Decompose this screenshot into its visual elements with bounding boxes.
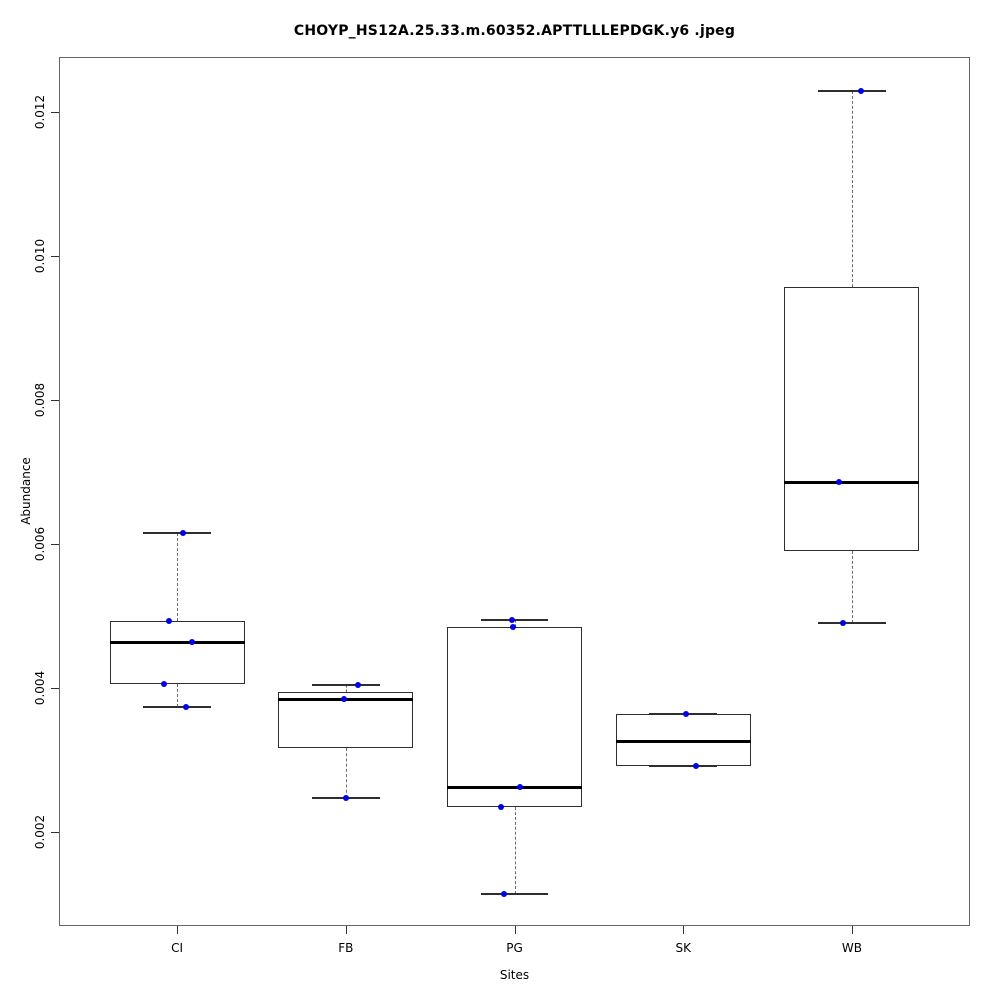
lower-whisker-cap (143, 705, 211, 708)
data-point-fb (340, 695, 347, 702)
data-point-ci (161, 680, 168, 687)
data-point-fb (354, 682, 361, 689)
box-ci (109, 621, 245, 684)
upper-whisker-line (514, 620, 516, 627)
data-point-ci (166, 618, 173, 625)
x-tick-label: CI (171, 941, 184, 955)
data-point-pg (497, 803, 504, 810)
x-tick-mark (851, 926, 853, 934)
data-point-ci (183, 703, 190, 710)
x-tick-mark (345, 926, 347, 934)
y-tick-label: 0.002 (33, 814, 47, 850)
chart-title: CHOYP_HS12A.25.33.m.60352.APTTLLLEPDGK.y… (293, 23, 736, 39)
data-point-wb (839, 620, 846, 627)
data-point-ci (189, 638, 196, 645)
y-tick-mark (51, 112, 59, 113)
data-point-ci (180, 530, 187, 537)
lower-whisker-cap (480, 892, 549, 895)
data-point-sk (683, 710, 690, 717)
y-tick-label: 0.006 (33, 526, 47, 562)
x-tick-label: SK (675, 941, 691, 955)
y-tick-mark (51, 543, 59, 545)
y-tick-label: 0.010 (33, 238, 47, 274)
box-wb (784, 286, 920, 552)
x-tick-label: PG (506, 941, 523, 955)
y-tick-mark (51, 831, 59, 833)
upper-whisker-line (177, 533, 179, 622)
data-point-pg (509, 623, 516, 630)
x-tick-label: FB (338, 941, 354, 955)
upper-whisker-line (345, 685, 347, 693)
data-point-sk (693, 762, 700, 769)
lower-whisker-cap (649, 764, 717, 767)
x-tick-label: WB (841, 941, 862, 955)
x-tick-mark (514, 926, 516, 934)
y-axis-label: Abundance (19, 457, 33, 525)
y-tick-mark (51, 687, 59, 689)
y-tick-mark (51, 399, 59, 401)
upper-whisker-cap (143, 532, 211, 535)
data-point-pg (516, 783, 523, 790)
median-line-ci (109, 640, 245, 644)
median-line-sk (615, 739, 751, 743)
box-fb (278, 692, 414, 749)
x-tick-mark (177, 926, 179, 934)
y-tick-label: 0.008 (33, 382, 47, 418)
lower-whisker-line (514, 806, 516, 894)
data-point-pg (508, 617, 515, 624)
median-line-pg (447, 785, 582, 789)
data-point-wb (835, 479, 842, 486)
x-axis-label: Sites (499, 968, 530, 982)
lower-whisker-line (345, 748, 347, 799)
upper-whisker-cap (312, 684, 380, 687)
lower-whisker-cap (818, 622, 886, 625)
upper-whisker-line (851, 91, 853, 287)
data-point-pg (500, 890, 507, 897)
box-pg (447, 626, 582, 807)
data-point-fb (342, 795, 349, 802)
upper-whisker-cap (818, 90, 886, 93)
x-tick-mark (683, 926, 685, 934)
y-tick-label: 0.012 (33, 94, 47, 130)
lower-whisker-line (177, 683, 179, 707)
y-tick-mark (51, 255, 59, 257)
lower-whisker-line (851, 551, 853, 624)
data-point-wb (857, 88, 864, 95)
y-tick-label: 0.004 (33, 670, 47, 706)
median-line-wb (784, 481, 920, 485)
